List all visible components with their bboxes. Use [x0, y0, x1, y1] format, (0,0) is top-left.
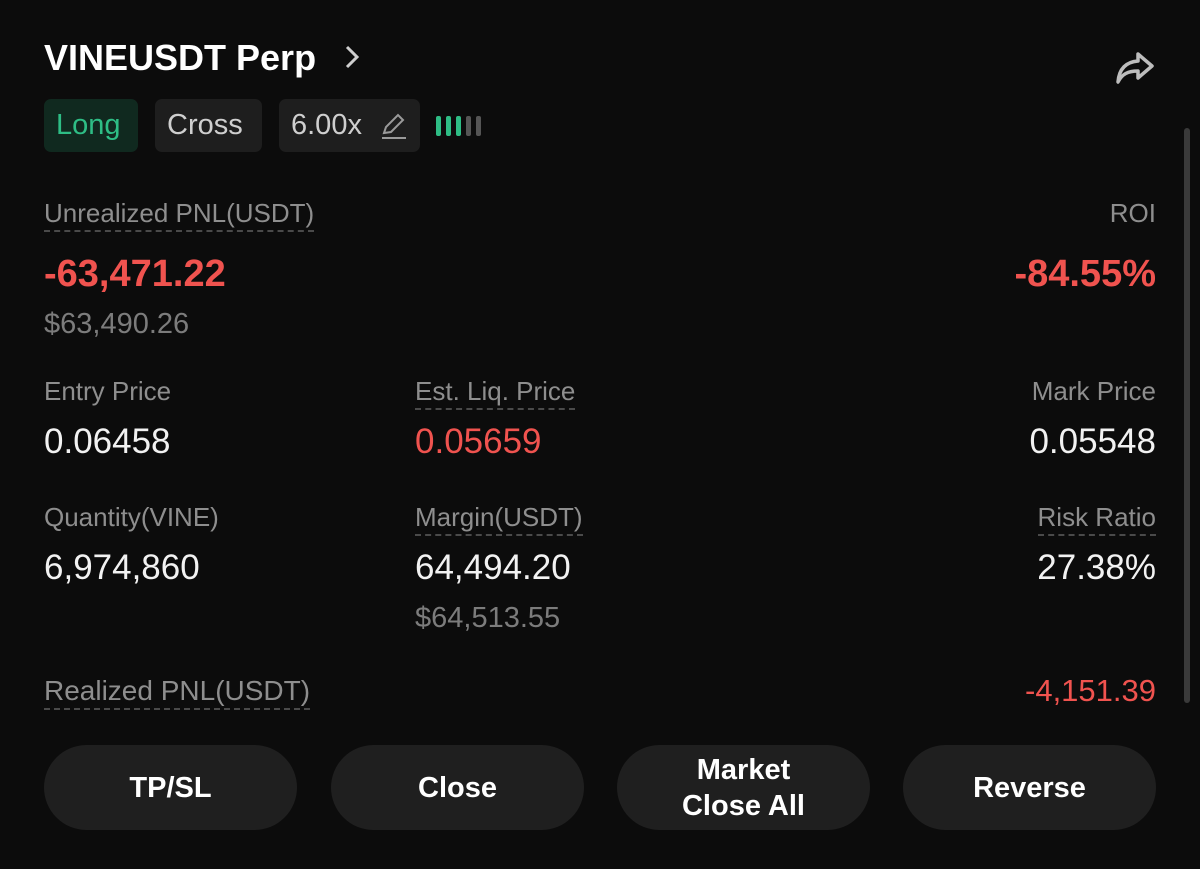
realized-pnl-label[interactable]: Realized PNL(USDT)	[44, 675, 311, 710]
reverse-button[interactable]: Reverse	[903, 745, 1156, 830]
roi-value: -84.55%	[1014, 253, 1156, 295]
field-label[interactable]: Est. Liq. Price	[415, 375, 576, 410]
risk-bar	[436, 116, 441, 136]
field-label: Mark Price	[1031, 376, 1156, 406]
edit-icon[interactable]	[380, 111, 408, 141]
field-label[interactable]: Margin(USDT)	[415, 501, 583, 536]
field-label: Quantity(VINE)	[44, 502, 219, 532]
leverage-value: 6.00x	[291, 109, 362, 141]
close-button[interactable]: Close	[331, 745, 584, 830]
field-value: 64,494.20	[415, 548, 571, 587]
unrealized-pnl-label[interactable]: Unrealized PNL(USDT)	[44, 197, 315, 232]
risk-bar	[446, 116, 451, 136]
field-value: 27.38%	[1037, 548, 1156, 587]
unrealized-pnl-usd: $63,490.26	[44, 308, 190, 340]
risk-bar	[466, 116, 471, 136]
field-value: 0.05548	[1029, 422, 1156, 461]
unrealized-pnl-value: -63,471.22	[44, 253, 226, 295]
chevron-icon[interactable]	[343, 44, 361, 70]
symbol-title[interactable]: VINEUSDT Perp	[44, 37, 317, 78]
realized-pnl-value: -4,151.39	[1025, 673, 1156, 708]
side-tag: Long	[44, 99, 138, 152]
field-value: 0.05659	[415, 422, 542, 461]
risk-bar	[456, 116, 461, 136]
roi-label: ROI	[1109, 198, 1156, 228]
margin-usd: $64,513.55	[415, 602, 561, 634]
field-label: Entry Price	[44, 376, 172, 406]
margin-mode-tag[interactable]: Cross	[155, 99, 262, 152]
field-value: 0.06458	[44, 422, 171, 461]
tpsl-button[interactable]: TP/SL	[44, 745, 297, 830]
field-value: 6,974,860	[44, 548, 200, 587]
field-label[interactable]: Risk Ratio	[1037, 501, 1156, 536]
market-close-all-button[interactable]: Market Close All	[617, 745, 870, 830]
risk-bar	[476, 116, 481, 136]
scrollbar	[1184, 128, 1190, 703]
share-icon[interactable]	[1114, 48, 1156, 86]
